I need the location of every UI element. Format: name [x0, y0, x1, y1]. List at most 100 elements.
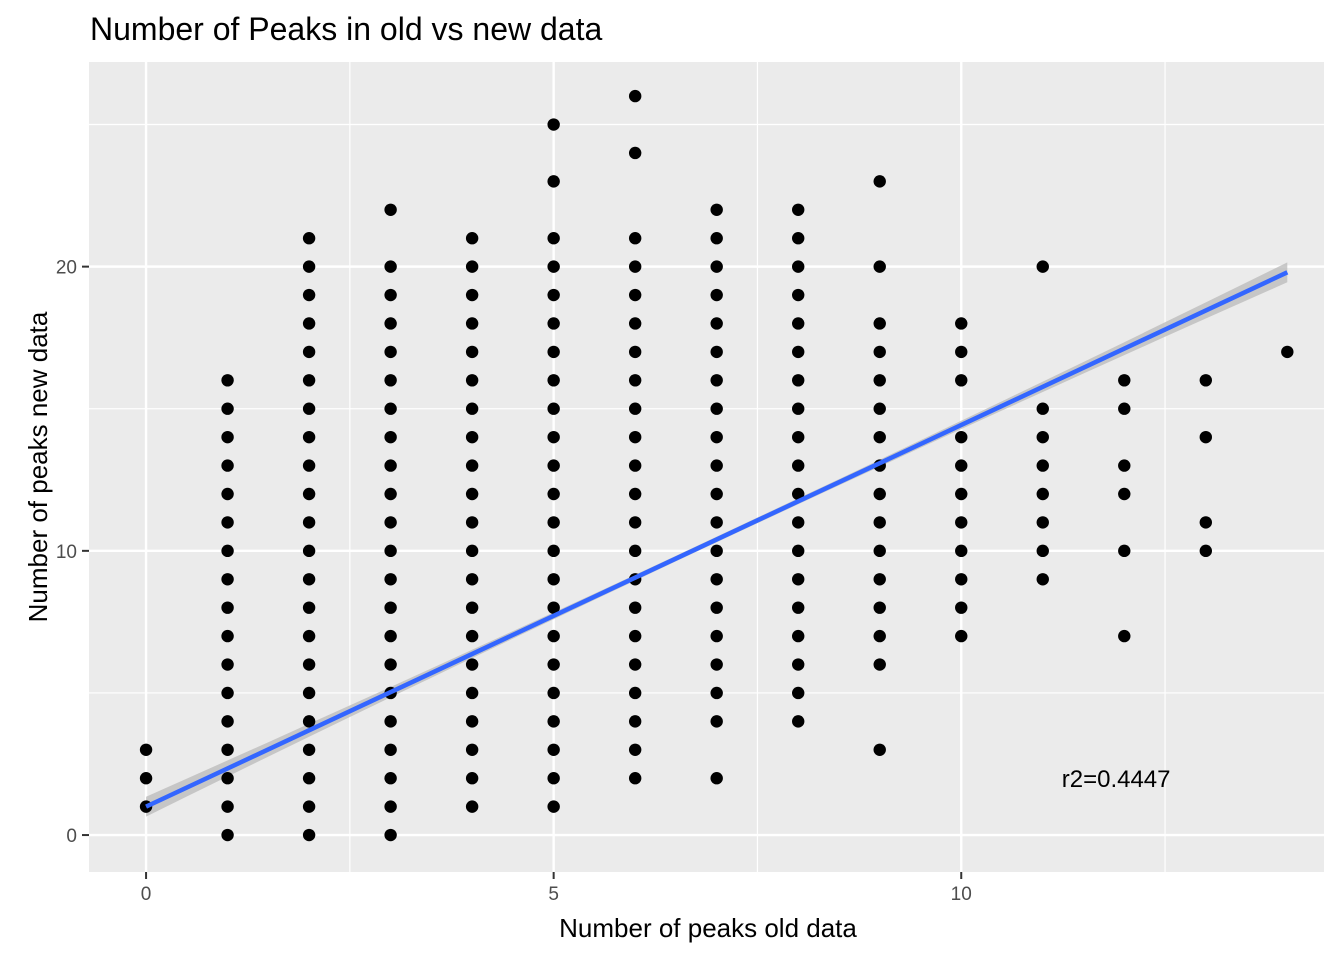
data-point: [710, 232, 723, 245]
data-point: [792, 374, 805, 387]
data-point: [792, 232, 805, 245]
data-point: [384, 459, 397, 472]
data-point: [547, 743, 560, 756]
data-point: [792, 459, 805, 472]
data-point: [547, 772, 560, 785]
data-point: [710, 686, 723, 700]
data-point: [1118, 402, 1131, 415]
data-point: [547, 800, 560, 813]
data-point: [547, 544, 560, 558]
data-point: [710, 317, 723, 330]
data-point: [792, 573, 805, 586]
data-point: [1036, 516, 1049, 529]
data-point: [628, 430, 642, 444]
data-point: [710, 516, 723, 529]
data-point: [1118, 544, 1131, 558]
chart-title: Number of Peaks in old vs new data: [90, 11, 602, 47]
data-point: [465, 345, 479, 359]
data-point: [465, 487, 479, 501]
data-point: [465, 317, 479, 330]
data-point: [221, 601, 234, 614]
data-point: [628, 232, 642, 245]
data-point: [1036, 402, 1049, 415]
data-point: [710, 288, 723, 302]
data-point: [384, 345, 397, 359]
data-point: [221, 715, 234, 728]
data-point: [628, 89, 642, 103]
data-point: [873, 317, 886, 330]
data-point: [628, 288, 642, 302]
data-point: [465, 430, 479, 444]
data-point: [547, 260, 560, 273]
data-point: [465, 288, 479, 302]
data-point: [1036, 573, 1049, 586]
data-point: [710, 715, 723, 728]
data-point: [873, 487, 886, 501]
data-point: [955, 317, 968, 330]
data-point: [873, 345, 886, 359]
data-point: [384, 288, 397, 302]
data-point: [1036, 459, 1049, 472]
data-point: [302, 629, 316, 643]
data-point: [384, 317, 397, 330]
data-point: [139, 772, 153, 785]
data-point: [465, 232, 479, 245]
data-point: [628, 459, 642, 472]
data-point: [955, 430, 968, 444]
r2-annotation: r2=0.4447: [1062, 766, 1171, 793]
data-point: [628, 772, 642, 785]
data-point: [792, 686, 805, 700]
data-point: [465, 260, 479, 273]
data-point: [221, 800, 234, 813]
data-point: [465, 800, 479, 813]
data-point: [628, 629, 642, 643]
data-point: [710, 573, 723, 586]
data-point: [710, 402, 723, 415]
data-point: [792, 203, 805, 216]
data-point: [302, 487, 316, 501]
data-point: [792, 487, 805, 501]
data-point: [465, 573, 479, 586]
data-point: [302, 686, 316, 700]
data-point: [955, 601, 968, 614]
data-point: [873, 544, 886, 558]
data-point: [547, 487, 560, 501]
data-point: [384, 487, 397, 501]
data-point: [302, 402, 316, 415]
data-point: [873, 402, 886, 415]
y-axis-title: Number of peaks new data: [23, 311, 53, 622]
data-point: [221, 487, 234, 501]
data-point: [873, 175, 886, 188]
data-point: [465, 715, 479, 728]
data-point: [1036, 487, 1049, 501]
y-tick-label: 20: [56, 258, 77, 279]
x-axis-title: Number of peaks old data: [559, 913, 857, 943]
data-point: [302, 430, 316, 444]
data-point: [628, 516, 642, 529]
data-point: [955, 345, 968, 359]
data-point: [384, 374, 397, 387]
data-point: [547, 430, 560, 444]
data-point: [465, 772, 479, 785]
data-point: [465, 544, 479, 558]
regression-line: [145, 270, 1289, 809]
data-point: [628, 544, 642, 558]
data-point: [955, 573, 968, 586]
data-point: [221, 459, 234, 472]
data-point: [873, 601, 886, 614]
data-point: [384, 601, 397, 614]
y-tick-label: 0: [66, 826, 77, 847]
data-point: [302, 658, 316, 671]
data-point: [1118, 374, 1131, 387]
data-point: [547, 288, 560, 302]
data-point: [547, 345, 560, 359]
data-point: [384, 430, 397, 444]
data-point: [792, 544, 805, 558]
data-point: [628, 146, 642, 160]
data-point: [384, 260, 397, 273]
data-point: [1036, 260, 1049, 273]
axis-ticks: 0 5 10 0 10 20: [56, 258, 972, 905]
data-point: [955, 487, 968, 501]
data-point: [547, 459, 560, 472]
data-point: [792, 345, 805, 359]
